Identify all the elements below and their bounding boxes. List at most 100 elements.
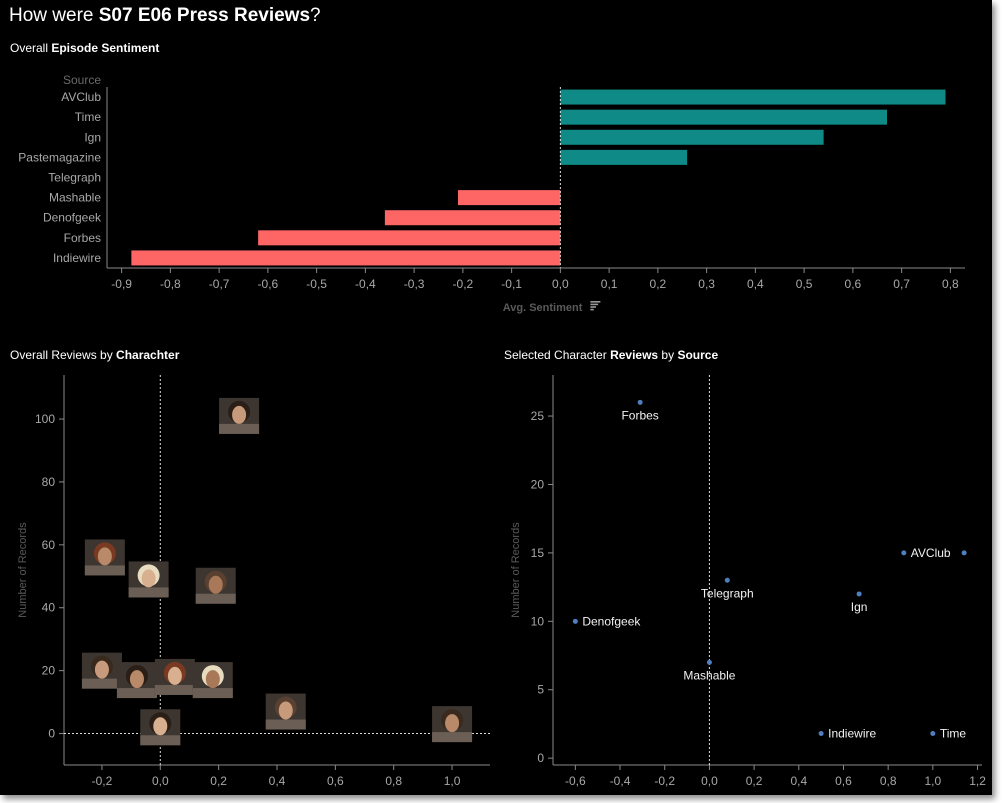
category-label: Telegraph <box>48 171 101 185</box>
category-label: Time <box>75 110 102 124</box>
y-tick-label: 15 <box>531 546 545 560</box>
portrait-face <box>232 405 247 424</box>
x-tick-label: 0,5 <box>796 277 813 291</box>
bar <box>258 230 561 246</box>
portrait-shoulders <box>219 423 260 434</box>
portrait-face <box>97 547 112 566</box>
point-label: Ign <box>851 600 868 614</box>
data-point <box>930 731 936 737</box>
point-label: Time <box>940 727 967 741</box>
x-tick-label: 1,0 <box>444 774 461 788</box>
x-tick-label: 0,1 <box>601 277 618 291</box>
x-tick-label: -0,2 <box>92 774 113 788</box>
portrait-shoulders <box>432 732 473 743</box>
category-label: Forbes <box>64 231 101 245</box>
bar <box>560 109 887 125</box>
sort-icon-bar <box>590 308 594 311</box>
portrait-face <box>129 670 144 689</box>
source-scatter-chart: 0 5 10 15 20 25 -0,6 -0,4 -0,2 0,0 0,2 0,4 0,6 0,8 1,0… <box>510 375 986 788</box>
x-tick-label: -0,7 <box>209 277 230 291</box>
x-tick-label: 0,2 <box>210 774 227 788</box>
bar <box>560 129 824 145</box>
portrait-icon <box>195 567 236 604</box>
portrait-icon <box>192 662 233 699</box>
x-tick-label: 0,3 <box>698 277 715 291</box>
data-point <box>724 577 730 583</box>
data-point <box>572 618 578 624</box>
point-label: Mashable <box>683 668 735 682</box>
data-point <box>706 659 712 665</box>
category-label: AVClub <box>61 90 101 104</box>
y-axis-title: Number of Records <box>510 522 522 618</box>
y-axis-title: Number of Records <box>17 522 29 618</box>
category-label: Mashable <box>49 191 101 205</box>
bar <box>560 89 946 105</box>
sort-icon-bar <box>590 303 599 306</box>
portrait-face <box>445 714 460 733</box>
y-tick-label: 40 <box>42 601 56 615</box>
x-tick-label: -0,4 <box>610 774 631 788</box>
y-tick-label: 20 <box>42 664 56 678</box>
portrait-icon <box>128 561 169 598</box>
x-tick-label: -0,6 <box>258 277 279 291</box>
y-tick-label: 80 <box>42 475 56 489</box>
dashboard-title: How were S07 E06 Press Reviews? <box>9 5 321 26</box>
portrait-face <box>208 575 223 594</box>
y-axis-title: Source <box>63 73 101 87</box>
point-label: Indiewire <box>828 727 876 741</box>
portrait-icon <box>432 706 473 743</box>
bar <box>458 190 561 206</box>
x-tick-label: -0,4 <box>355 277 376 291</box>
portrait-face <box>94 660 109 679</box>
category-label: Ign <box>84 130 101 144</box>
portrait-shoulders <box>140 735 181 746</box>
x-tick-label: -0,1 <box>501 277 522 291</box>
sort-icon-bar <box>590 301 601 303</box>
portrait-shoulders <box>195 593 236 604</box>
x-tick-label: -0,2 <box>453 277 474 291</box>
data-point <box>818 731 824 737</box>
x-tick-label: 0,4 <box>747 277 764 291</box>
point-label: Telegraph <box>701 586 754 600</box>
x-axis-title: Avg. Sentiment <box>503 302 583 314</box>
portrait-shoulders <box>116 688 157 699</box>
point-label: Forbes <box>621 408 658 422</box>
portrait-icon <box>265 693 306 730</box>
portrait-shoulders <box>81 678 122 689</box>
data-point <box>856 591 862 597</box>
portrait-icon <box>81 652 122 689</box>
portrait-icon <box>116 662 157 699</box>
bar <box>131 250 561 266</box>
x-tick-label: 0,0 <box>152 774 169 788</box>
x-tick-label: 1,0 <box>925 774 942 788</box>
x-tick-label: 1,2 <box>969 774 986 788</box>
x-tick-label: 0,2 <box>650 277 667 291</box>
x-tick-label: -0,5 <box>306 277 327 291</box>
data-point <box>637 399 643 405</box>
bar <box>384 210 561 226</box>
sort-icon-bar <box>590 306 596 308</box>
source-reviews-title: Selected Character Reviews by Source <box>504 348 719 362</box>
portrait-face <box>205 670 220 689</box>
category-label: Pastemagazine <box>18 150 101 164</box>
x-tick-label: 0,0 <box>552 277 569 291</box>
x-tick-label: 0,6 <box>835 774 852 788</box>
x-tick-label: -0,2 <box>654 774 675 788</box>
portrait-shoulders <box>154 684 195 695</box>
x-tick-label: 0,0 <box>701 774 718 788</box>
character-reviews-title: Overall Reviews by Charachter <box>10 348 180 362</box>
portrait-face <box>141 569 156 588</box>
y-tick-label: 20 <box>531 477 545 491</box>
data-point <box>961 550 967 556</box>
x-tick-label: 0,4 <box>269 774 286 788</box>
portrait-icon <box>219 397 260 434</box>
portrait-shoulders <box>128 587 169 598</box>
bar <box>560 149 688 165</box>
y-tick-label: 5 <box>537 683 544 697</box>
point-label: Denofgeek <box>582 614 641 628</box>
y-tick-label: 10 <box>531 614 545 628</box>
x-tick-label: -0,3 <box>404 277 425 291</box>
x-tick-label: -0,8 <box>160 277 181 291</box>
portrait-face <box>278 701 293 720</box>
y-tick-label: 25 <box>531 409 545 423</box>
